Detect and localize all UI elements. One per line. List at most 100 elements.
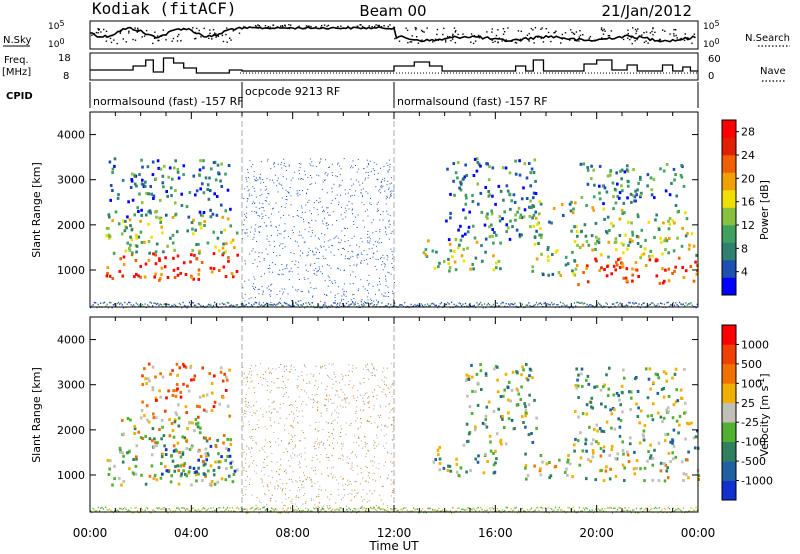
echo-cell [225, 447, 228, 451]
noise-point [370, 204, 372, 205]
noise-point [321, 246, 322, 248]
noise-point [373, 405, 375, 407]
noise-point [390, 273, 392, 275]
near-range-point [367, 302, 369, 304]
noise-point [373, 368, 375, 370]
x-tick-label: 16:00 [478, 526, 513, 540]
noise-point [259, 500, 261, 502]
noise-point [277, 378, 279, 379]
echo-cell [133, 472, 136, 476]
echo-cell [151, 386, 155, 390]
near-range-point [276, 509, 278, 511]
noise-point [258, 301, 260, 303]
echo-cell [671, 219, 675, 223]
echo-cell [129, 224, 132, 228]
noise-point [392, 482, 394, 484]
noise-point [337, 286, 339, 288]
echo-cell [165, 213, 168, 217]
echo-cell [465, 422, 469, 426]
noise-point [386, 255, 388, 256]
near-range-point [333, 302, 335, 304]
noise-point [328, 457, 329, 458]
noise-point [262, 203, 264, 205]
near-range-point [538, 302, 540, 305]
echo-cell [663, 462, 666, 466]
echo-cell [522, 421, 525, 424]
near-range-point [653, 304, 655, 306]
noise-point [281, 502, 283, 504]
noise-point [341, 230, 343, 232]
echo-cell [620, 241, 624, 245]
near-range-point [473, 304, 475, 307]
echo-cell [602, 207, 606, 211]
echo-cell [629, 408, 632, 411]
noise-point [271, 476, 273, 478]
noise-point [352, 282, 354, 284]
echo-cell [202, 166, 205, 170]
noise-point [284, 246, 286, 248]
noise-point [343, 398, 345, 400]
echo-cell [646, 396, 650, 400]
near-range-point [95, 302, 97, 304]
echo-cell [657, 228, 661, 231]
noise-point [260, 161, 262, 163]
echo-cell [619, 256, 622, 260]
echo-cell [673, 372, 677, 376]
near-range-point [677, 507, 679, 510]
echo-cell [212, 473, 216, 477]
noise-point [303, 218, 304, 220]
near-range-point [129, 510, 131, 512]
echo-cell [138, 192, 141, 196]
noise-point [337, 422, 338, 424]
noise-point [341, 454, 343, 456]
near-range-point [644, 508, 646, 510]
noise-point [281, 273, 283, 275]
echo-cell [675, 194, 678, 198]
noise-point [385, 203, 387, 205]
noise-point [314, 384, 316, 386]
noise-point [287, 379, 289, 381]
noise-point [338, 204, 339, 206]
noise-point [285, 199, 287, 200]
echo-cell [473, 428, 477, 432]
noise-point [250, 297, 252, 299]
near-range-point [515, 305, 517, 307]
colorbar-tick-label: 1000 [741, 338, 769, 351]
echo-cell [629, 390, 633, 394]
noise-point [361, 254, 363, 255]
echo-cell [132, 458, 135, 461]
echo-cell [560, 203, 564, 206]
near-range-point [116, 509, 118, 511]
echo-cell [479, 369, 483, 373]
echo-cell [581, 384, 584, 388]
noise-point [278, 422, 280, 424]
near-range-point [661, 302, 663, 305]
echo-cell [216, 480, 219, 484]
near-range-point [363, 506, 365, 509]
near-range-point [690, 507, 692, 509]
noise-point [370, 197, 371, 199]
echo-cell [520, 216, 523, 220]
noise-point [346, 204, 348, 206]
noise-point [386, 196, 388, 198]
echo-cell [649, 387, 652, 391]
near-range-point [120, 302, 122, 304]
near-range-point [627, 304, 629, 307]
noise-point [361, 241, 363, 243]
noise-point [379, 416, 380, 418]
echo-cell [131, 198, 135, 202]
near-range-point [646, 507, 648, 509]
echo-cell [507, 417, 511, 421]
colorbar-segment [722, 363, 736, 384]
noise-point [382, 445, 384, 447]
near-range-point [648, 304, 650, 306]
echo-cell [203, 472, 206, 476]
noise-point [251, 447, 253, 448]
echo-cell [597, 241, 601, 245]
echo-cell [454, 238, 458, 241]
echo-cell [602, 479, 606, 483]
noise-point [342, 484, 344, 486]
echo-cell [152, 445, 156, 448]
echo-cell [491, 194, 494, 198]
